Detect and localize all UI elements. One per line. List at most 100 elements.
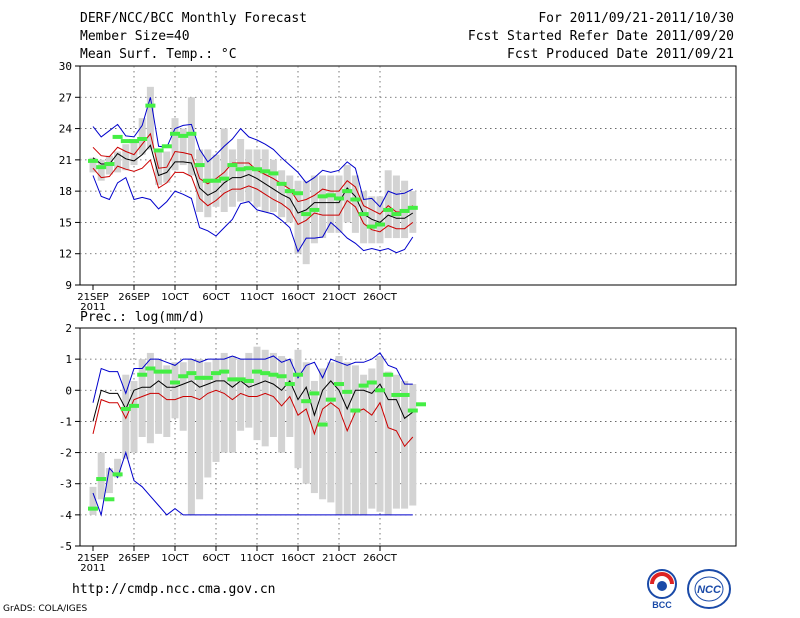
prec-marker (325, 397, 336, 402)
prec-marker (366, 380, 377, 385)
prec-spread-bar (196, 359, 204, 500)
prec-marker (293, 372, 303, 377)
prec-spread-bar (187, 359, 195, 515)
prec-spread-bar (368, 368, 376, 509)
temp-spread-bar (269, 159, 277, 212)
temp-marker (178, 133, 189, 138)
prec-y-tick-label: 2 (65, 322, 72, 335)
prec-x-tick-label: 11OCT (240, 553, 275, 564)
temp-marker (383, 207, 394, 212)
prec-marker (219, 369, 230, 374)
temp-plot-frame (79, 65, 737, 286)
temp-spread-bar (327, 175, 335, 233)
prec-panel: -5 -4 -3 -2 -1 0 1 2 21SEP 26SEP 1OCT 6OCT 11OCT 16OC… (59, 322, 737, 574)
prec-marker (309, 391, 320, 396)
temp-spread-bar (220, 128, 228, 212)
prec-marker (350, 408, 361, 413)
temp-y-tick-label: 18 (59, 185, 72, 198)
temp-spread-bar (245, 149, 253, 202)
prec-marker (137, 372, 148, 377)
prec-spread-bar (384, 371, 392, 515)
temp-y-tick-label: 15 (59, 216, 72, 229)
temp-marker (375, 222, 385, 227)
temp-marker (120, 139, 131, 144)
prec-marker (383, 372, 394, 377)
bcc-logo-core (657, 581, 667, 591)
prec-y-tick-label: -5 (59, 540, 72, 553)
temp-spread-bar (294, 180, 302, 254)
prec-spread-bar (294, 349, 302, 469)
temp-x-tick-label: 26OCT (363, 292, 398, 303)
temp-spread-bar (343, 165, 351, 223)
temp-marker (276, 181, 287, 186)
temp-series-min (92, 175, 414, 254)
bcc-logo-arc (650, 572, 674, 585)
source-url[interactable]: http://cmdp.ncc.cma.gov.cn (72, 582, 276, 597)
temp-x-tick-label: 21SEP (77, 292, 108, 303)
prec-marker (399, 392, 410, 397)
temp-spread-bar (261, 149, 269, 212)
temp-x-tick-label: 11OCT (240, 292, 275, 303)
variable-label-temperature: Mean Surf. Temp.: °C (80, 47, 237, 62)
temp-spread-bar (392, 175, 400, 239)
temp-marker (260, 169, 271, 174)
prec-spread-bar (220, 352, 228, 453)
prec-marker (260, 371, 271, 376)
prec-spread-bar (155, 359, 163, 434)
prec-spread-bar (286, 359, 294, 437)
prec-x-tick-label: 26SEP (118, 553, 149, 564)
temp-spread-bar (319, 175, 327, 239)
prec-year-label: 2011 (80, 563, 105, 574)
prec-marker (358, 383, 369, 388)
prec-marker (407, 408, 418, 413)
temp-x-tick-label: 1OCT (161, 292, 189, 303)
prec-marker (375, 388, 385, 393)
temp-x-tick-label: 26SEP (118, 292, 149, 303)
temp-spread-bar (89, 157, 97, 173)
prec-marker (334, 382, 344, 387)
prec-spread-bar (376, 356, 384, 512)
temp-marker (194, 163, 205, 168)
prec-series-min (92, 450, 413, 517)
prec-marker (301, 399, 312, 404)
temp-marker (145, 103, 156, 108)
prec-x-tick-label: 26OCT (363, 553, 398, 564)
temp-marker (219, 176, 230, 181)
prec-marker (178, 374, 189, 379)
member-size-label: Member Size=40 (80, 29, 190, 44)
prec-spread-bar (114, 458, 122, 478)
prec-marker (96, 477, 107, 482)
prec-marker (227, 377, 238, 382)
prec-spread-bar (261, 349, 269, 447)
ncc-logo-ring (687, 569, 731, 609)
temp-marker (104, 162, 115, 167)
prec-y-tick-label: -1 (59, 415, 72, 428)
temp-spread-bar (130, 139, 138, 166)
temp-y-tick-label: 9 (65, 279, 72, 292)
temp-spread-bar (384, 170, 392, 239)
grads-credit: GrADS: COLA/IGES (3, 604, 88, 614)
prec-y-tick-label: -3 (59, 478, 72, 491)
prec-marker (317, 422, 328, 427)
prec-spread-bar (89, 486, 97, 515)
fcst-started-date: Fcst Started Refer Date 2011/09/20 (467, 29, 734, 44)
temp-x-tick-label: 16OCT (281, 292, 316, 303)
prec-marker (88, 506, 98, 511)
prec-marker (161, 369, 172, 374)
temp-marker (129, 139, 139, 144)
prec-marker (120, 406, 131, 411)
temp-spread-bar (376, 196, 384, 244)
temp-x-tick-label: 21OCT (322, 292, 357, 303)
prec-spread-bar (122, 374, 130, 459)
prec-spread-bar (97, 452, 105, 500)
prec-spread-bar (146, 352, 154, 444)
temp-spread-bar (138, 118, 146, 155)
prec-spread-bar (138, 359, 146, 437)
prec-x-tick-label: 16OCT (281, 553, 316, 564)
temp-x-tick-label: 6OCT (202, 292, 230, 303)
temp-spread-bar (114, 151, 122, 173)
temp-marker (153, 148, 164, 153)
ncc-logo: NCC (687, 569, 731, 609)
temp-marker (309, 207, 320, 212)
